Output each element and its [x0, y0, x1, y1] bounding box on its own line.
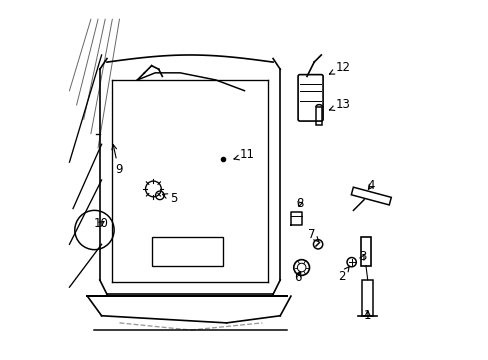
Text: 11: 11 [234, 148, 254, 162]
Text: 2: 2 [337, 267, 348, 283]
Text: 7: 7 [307, 228, 318, 242]
Text: 6: 6 [294, 271, 301, 284]
Text: 13: 13 [329, 99, 349, 112]
Text: 5: 5 [162, 192, 177, 205]
Text: 1: 1 [363, 309, 371, 322]
Text: 12: 12 [329, 61, 349, 74]
Bar [315, 107, 322, 125]
Bar [151, 237, 223, 266]
Bar [361, 280, 373, 316]
Text: 8: 8 [296, 197, 303, 210]
Bar [360, 237, 370, 266]
Text: 3: 3 [359, 250, 366, 263]
Text: 4: 4 [367, 179, 374, 192]
Text: 9: 9 [112, 145, 122, 176]
Text: 10: 10 [93, 217, 108, 230]
